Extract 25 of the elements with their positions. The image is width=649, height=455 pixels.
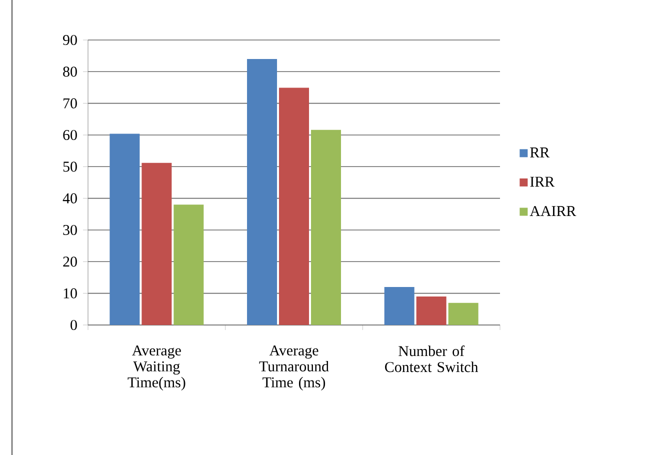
bar (448, 302, 478, 325)
bar (384, 286, 414, 325)
y-tick-label: 0 (70, 320, 77, 330)
bar (311, 130, 341, 325)
y-tick-label: 80 (63, 66, 77, 77)
y-tick-label: 40 (62, 193, 77, 204)
legend-label: AAIRR (530, 206, 576, 216)
bar (110, 134, 140, 325)
legend-label: IRR (530, 176, 555, 187)
y-tick-label: 70 (64, 98, 77, 108)
y-tick-label: 60 (63, 130, 77, 140)
x-tick-label: Average Waiting Time(ms) (128, 346, 186, 390)
y-tick-label: 20 (63, 256, 77, 267)
y-tick-label: 30 (63, 224, 77, 236)
legend-label: RR (530, 148, 550, 158)
bar (416, 296, 446, 325)
x-tick-label: Number of Context Switch (385, 346, 478, 372)
bar (174, 204, 204, 325)
y-tick-label: 10 (64, 288, 77, 298)
bar (247, 58, 278, 325)
x-tick-label: Average Turnaround Time (ms) (259, 346, 329, 390)
bar (279, 88, 310, 325)
y-tick-label: 50 (63, 162, 77, 172)
bar (142, 162, 172, 325)
y-tick-label: 90 (63, 34, 77, 46)
